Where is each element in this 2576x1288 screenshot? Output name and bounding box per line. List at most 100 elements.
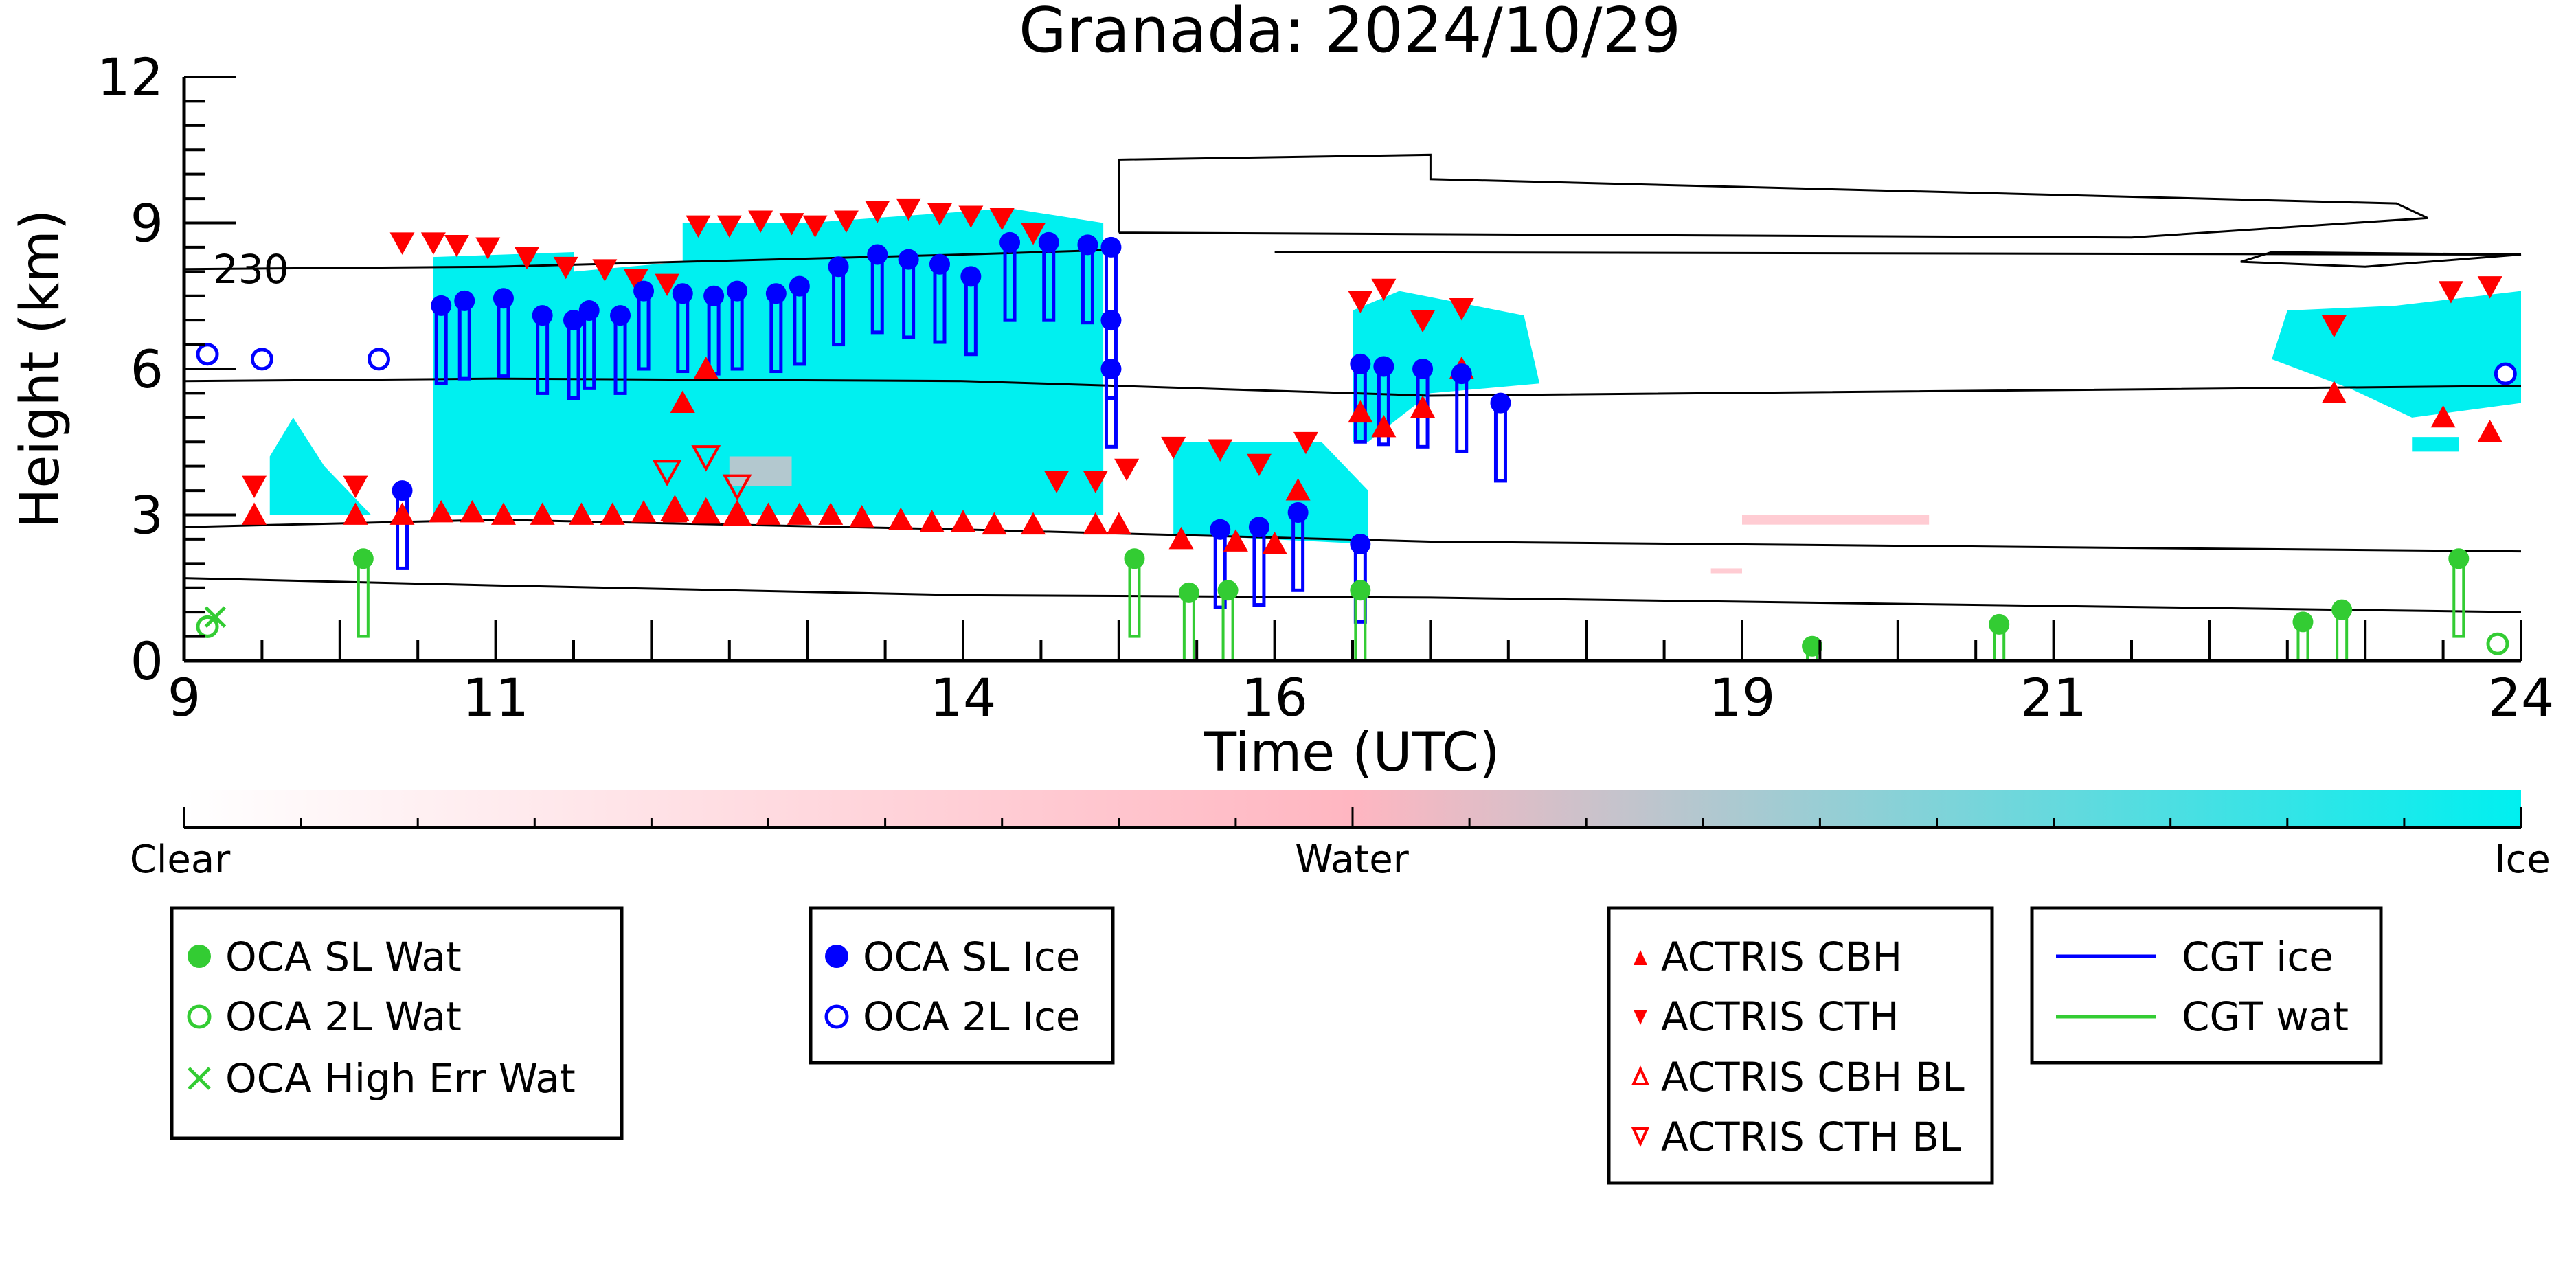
oca-sl-wat-point [2292, 611, 2314, 633]
actris-cth-marker [242, 475, 267, 498]
colorbar-label-water: Water [1295, 837, 1410, 882]
actris-cbh-marker [670, 390, 695, 413]
actris-cth-marker [927, 203, 952, 226]
oca-sl-ice-point [1373, 356, 1394, 377]
colorbar-label-ice: Ice [2494, 837, 2551, 882]
oca-sl-ice-point [1077, 234, 1098, 256]
actris-cbh-marker [693, 499, 719, 523]
actris-cbh-marker [490, 502, 516, 525]
oca-sl-wat-point [352, 548, 374, 569]
water-speck [729, 456, 792, 486]
actris-cbh-marker [1106, 512, 1131, 535]
oca-sl-ice-point [454, 290, 475, 311]
oca-sl-wat-point [1989, 613, 2010, 635]
oca-2l-ice-point [196, 343, 219, 366]
oca-sl-ice-point [1100, 236, 1122, 258]
actris-cbh-marker [242, 502, 267, 525]
actris-cth-bl-marker [652, 460, 682, 486]
actris-cth-marker [475, 237, 501, 260]
oca-sl-ice-point [1100, 310, 1122, 331]
legend-box-cgt [2030, 906, 2383, 1065]
x-tick-label: 16 [1241, 667, 1308, 728]
actris-cbh-marker [1371, 415, 1397, 438]
y-tick-label: 9 [131, 193, 163, 254]
actris-cth-marker [444, 234, 469, 258]
contour-closed [1118, 153, 2428, 239]
x-tick-label: 21 [2020, 667, 2087, 728]
actris-cbh-marker [2321, 381, 2347, 403]
legend-box-water [170, 906, 624, 1140]
actris-cth-marker [1293, 431, 1318, 455]
oca-sl-ice-point [929, 253, 950, 275]
y-tick-label: 6 [131, 339, 163, 400]
oca-sl-ice-point [828, 256, 849, 278]
oca-sl-ice-point [493, 288, 514, 309]
legend-label-cgt-wat: CGT wat [2182, 993, 2349, 1040]
y-tick-label: 3 [131, 485, 163, 546]
actris-cth-marker [1348, 291, 1373, 313]
actris-cbh-marker [849, 505, 874, 528]
oca-high-err-wat-point [204, 606, 227, 629]
cgt-bar [396, 488, 409, 570]
actris-cbh-marker [951, 510, 975, 532]
cgt-bar [1128, 557, 1141, 638]
oca-2l-ice-point [2494, 362, 2517, 385]
x-tick-label: 9 [168, 667, 201, 728]
oca-sl-wat-point [1350, 580, 1371, 601]
oca-sl-ice-point [1350, 534, 1371, 554]
actris-cth-marker [1161, 436, 1186, 460]
actris-cbh-marker [1348, 400, 1373, 423]
y-tick-label: 12 [97, 47, 163, 108]
actris-cbh-bl-marker [660, 495, 690, 521]
y-axis-label: Height (km) [10, 210, 71, 529]
actris-cth-marker [1371, 278, 1397, 302]
oca-sl-ice-point [672, 283, 693, 304]
actris-cth-marker [748, 210, 773, 233]
actris-cbh-marker [1083, 512, 1108, 535]
contour-line [183, 248, 1119, 271]
legend-marker-oca-sl-wat [188, 945, 211, 968]
actris-cth-marker [802, 215, 828, 238]
actris-cbh-marker [1168, 526, 1194, 550]
oca-sl-ice-point [1350, 353, 1371, 374]
actris-cbh-marker [725, 502, 750, 525]
x-tick-label: 24 [2488, 667, 2555, 728]
legend-label-oca-sl-wat: OCA SL Wat [225, 934, 462, 980]
actris-cbh-marker [888, 507, 914, 530]
cloud-region [1173, 442, 1368, 544]
oca-sl-wat-point [2448, 548, 2470, 569]
legend-cgt: CGT ice CGT wat [2030, 906, 2383, 1065]
oca-sl-ice-point [1490, 392, 1511, 414]
oca-sl-ice-point [1287, 501, 1309, 523]
oca-sl-ice-point [765, 283, 787, 304]
cloud-region [2412, 437, 2459, 452]
cloud-region [2272, 291, 2521, 418]
oca-sl-ice-point [789, 275, 810, 297]
oca-sl-ice-point [532, 305, 553, 326]
contour-line [1274, 251, 2522, 256]
x-axis-label: Time (UTC) [1203, 722, 1500, 784]
oca-sl-ice-point [392, 480, 413, 501]
legend-marker-actris-cth-bl [1631, 1127, 1650, 1147]
oca-sl-ice-point [960, 266, 982, 287]
actris-cth-bl-marker [691, 445, 721, 472]
oca-sl-wat-point [1217, 580, 1239, 601]
oca-sl-ice-point [1248, 517, 1269, 538]
oca-sl-ice-point [563, 310, 584, 331]
actris-cth-marker [1021, 223, 1046, 245]
legend-label-actris-cth: ACTRIS CTH [1661, 993, 1899, 1040]
actris-cth-bl-marker [722, 474, 752, 501]
actris-cth-marker [2321, 315, 2347, 338]
legend-label-actris-cbh-bl: ACTRIS CBH BL [1661, 1054, 1965, 1100]
colorbar-label-clear: Clear [130, 837, 231, 882]
legend-label-oca-sl-ice: OCA SL Ice [863, 934, 1081, 980]
x-ticks: 9 11 14 16 19 21 24 [168, 620, 2555, 728]
cgt-bar [1493, 401, 1507, 483]
cgt-bar [1252, 525, 1266, 607]
actris-cbh-marker [919, 510, 945, 532]
actris-cbh-marker [693, 357, 719, 379]
legend-marker-oca-sl-ice [825, 945, 848, 968]
actris-cbh-marker [1021, 512, 1046, 535]
legend-label-cgt-ice: CGT ice [2182, 934, 2334, 980]
